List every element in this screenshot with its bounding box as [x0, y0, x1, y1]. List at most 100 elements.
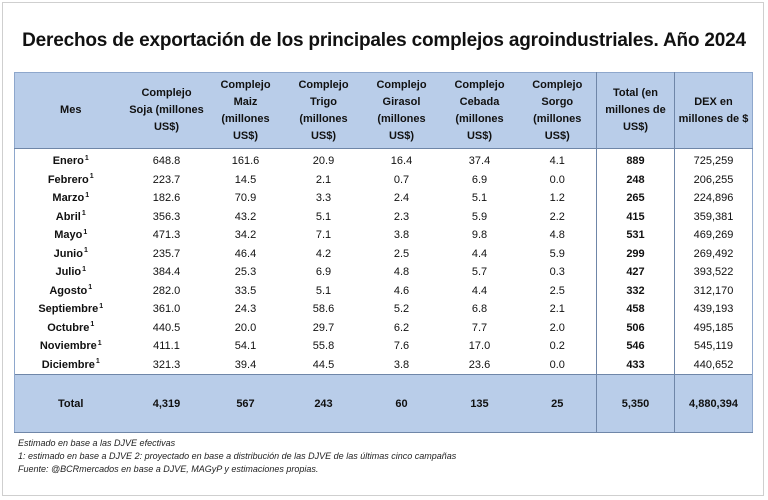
dex-cell: 312,170: [674, 281, 753, 300]
footnote-marker: 1: [82, 265, 87, 273]
maiz-cell: 161.6: [206, 148, 285, 171]
girasol-cell: 7.6: [362, 337, 441, 356]
soja-cell: 384.4: [126, 263, 207, 282]
dex-cell: 439,193: [674, 300, 753, 319]
trigo-cell: 7.1: [284, 226, 363, 245]
month-cell: Abril1: [14, 207, 127, 226]
table-row: Noviembre1 411.1 54.1 55.8 7.6 17.0 0.2 546 545,…: [14, 337, 753, 356]
cebada-cell: 9.8: [440, 226, 519, 245]
totals-row: Total 4,319 567 243 60 135 25 5,350 4,88…: [14, 374, 753, 433]
table-title: Derechos de exportación de los principal…: [22, 30, 746, 51]
month-label: Agosto: [49, 284, 88, 297]
col-header-mes: Mes: [14, 72, 127, 149]
month-label: Enero: [52, 155, 84, 168]
dex-cell: 206,255: [674, 170, 753, 189]
month-label: Octubre: [47, 321, 90, 334]
total-cell: 506: [596, 318, 675, 337]
totals-trigo: 243: [284, 374, 363, 433]
month-label: Junio: [53, 247, 83, 260]
month-label: Mayo: [54, 229, 83, 242]
month-cell: Diciembre1: [14, 355, 127, 375]
soja-cell: 282.0: [126, 281, 207, 300]
girasol-cell: 2.3: [362, 207, 441, 226]
trigo-cell: 3.3: [284, 189, 363, 208]
dex-cell: 440,652: [674, 355, 753, 375]
soja-cell: 648.8: [126, 148, 207, 171]
total-cell: 433: [596, 355, 675, 375]
girasol-cell: 4.6: [362, 281, 441, 300]
soja-cell: 182.6: [126, 189, 207, 208]
footnote-marker: 1: [81, 210, 86, 218]
month-label: Marzo: [52, 192, 85, 205]
cebada-cell: 7.7: [440, 318, 519, 337]
table-row: Abril1 356.3 43.2 5.1 2.3 5.9 2.2 415 359,381: [14, 207, 753, 226]
sorgo-cell: 4.8: [518, 226, 597, 245]
month-cell: Septiembre1: [14, 300, 127, 319]
girasol-cell: 3.8: [362, 226, 441, 245]
footnote-marker: 1: [83, 228, 88, 236]
total-cell: 299: [596, 244, 675, 263]
soja-cell: 321.3: [126, 355, 207, 375]
col-header-girasol: Complejo Girasol (millones US$): [362, 72, 441, 149]
trigo-cell: 58.6: [284, 300, 363, 319]
maiz-cell: 33.5: [206, 281, 285, 300]
month-cell: Octubre1: [14, 318, 127, 337]
maiz-cell: 43.2: [206, 207, 285, 226]
soja-cell: 440.5: [126, 318, 207, 337]
footnote-marker: 1: [83, 247, 88, 255]
trigo-cell: 5.1: [284, 281, 363, 300]
dex-cell: 545,119: [674, 337, 753, 356]
table-row: Octubre1 440.5 20.0 29.7 6.2 7.7 2.0 506 495,185: [14, 318, 753, 337]
month-cell: Febrero1: [14, 170, 127, 189]
total-cell: 889: [596, 148, 675, 171]
totals-dex: 4,880,394: [674, 374, 753, 433]
maiz-cell: 25.3: [206, 263, 285, 282]
month-label: Septiembre: [38, 303, 99, 316]
soja-cell: 235.7: [126, 244, 207, 263]
footnote-methodology: 1: estimado en base a DJVE 2: proyectado…: [18, 451, 457, 461]
sorgo-cell: 2.2: [518, 207, 597, 226]
footnote-marker: 1: [95, 358, 100, 366]
footnote-marker: 1: [84, 154, 89, 162]
footnotes: Estimado en base a las DJVE efectivas 1:…: [18, 437, 456, 476]
table-row: Febrero1 223.7 14.5 2.1 0.7 6.9 0.0 248 206,255: [14, 170, 753, 189]
col-header-maiz: Complejo Maiz (millones US$): [206, 72, 285, 149]
sorgo-cell: 2.5: [518, 281, 597, 300]
month-label: Febrero: [47, 173, 89, 186]
table-row: Enero1 648.8 161.6 20.9 16.4 37.4 4.1 889 725,25…: [14, 148, 753, 171]
girasol-cell: 16.4: [362, 148, 441, 171]
sorgo-cell: 0.0: [518, 355, 597, 375]
table-row: Agosto1 282.0 33.5 5.1 4.6 4.4 2.5 332 312,170: [14, 281, 753, 300]
col-header-soja: Complejo Soja (millones US$): [126, 72, 207, 149]
dex-cell: 495,185: [674, 318, 753, 337]
month-label: Noviembre: [39, 340, 97, 353]
footnote-source: Fuente: @BCRmercados en base a DJVE, MAG…: [18, 464, 319, 474]
cebada-cell: 37.4: [440, 148, 519, 171]
total-cell: 427: [596, 263, 675, 282]
maiz-cell: 20.0: [206, 318, 285, 337]
footnote-marker: 1: [90, 321, 95, 329]
soja-cell: 356.3: [126, 207, 207, 226]
dex-cell: 469,269: [674, 226, 753, 245]
girasol-cell: 3.8: [362, 355, 441, 375]
month-cell: Noviembre1: [14, 337, 127, 356]
cebada-cell: 5.9: [440, 207, 519, 226]
month-cell: Enero1: [14, 148, 127, 171]
col-header-cebada: Complejo Cebada (millones US$): [440, 72, 519, 149]
sorgo-cell: 2.0: [518, 318, 597, 337]
totals-total: 5,350: [596, 374, 675, 433]
footnote-marker: 1: [99, 302, 104, 310]
footnote-estimate: Estimado en base a las DJVE efectivas: [18, 438, 176, 448]
girasol-cell: 5.2: [362, 300, 441, 319]
soja-cell: 411.1: [126, 337, 207, 356]
trigo-cell: 29.7: [284, 318, 363, 337]
footnote-marker: 1: [85, 191, 90, 199]
dex-cell: 269,492: [674, 244, 753, 263]
maiz-cell: 34.2: [206, 226, 285, 245]
month-label: Diciembre: [41, 358, 95, 371]
trigo-cell: 4.2: [284, 244, 363, 263]
maiz-cell: 14.5: [206, 170, 285, 189]
table-row: Marzo1 182.6 70.9 3.3 2.4 5.1 1.2 265 224,896: [14, 189, 753, 208]
sorgo-cell: 0.3: [518, 263, 597, 282]
total-cell: 248: [596, 170, 675, 189]
